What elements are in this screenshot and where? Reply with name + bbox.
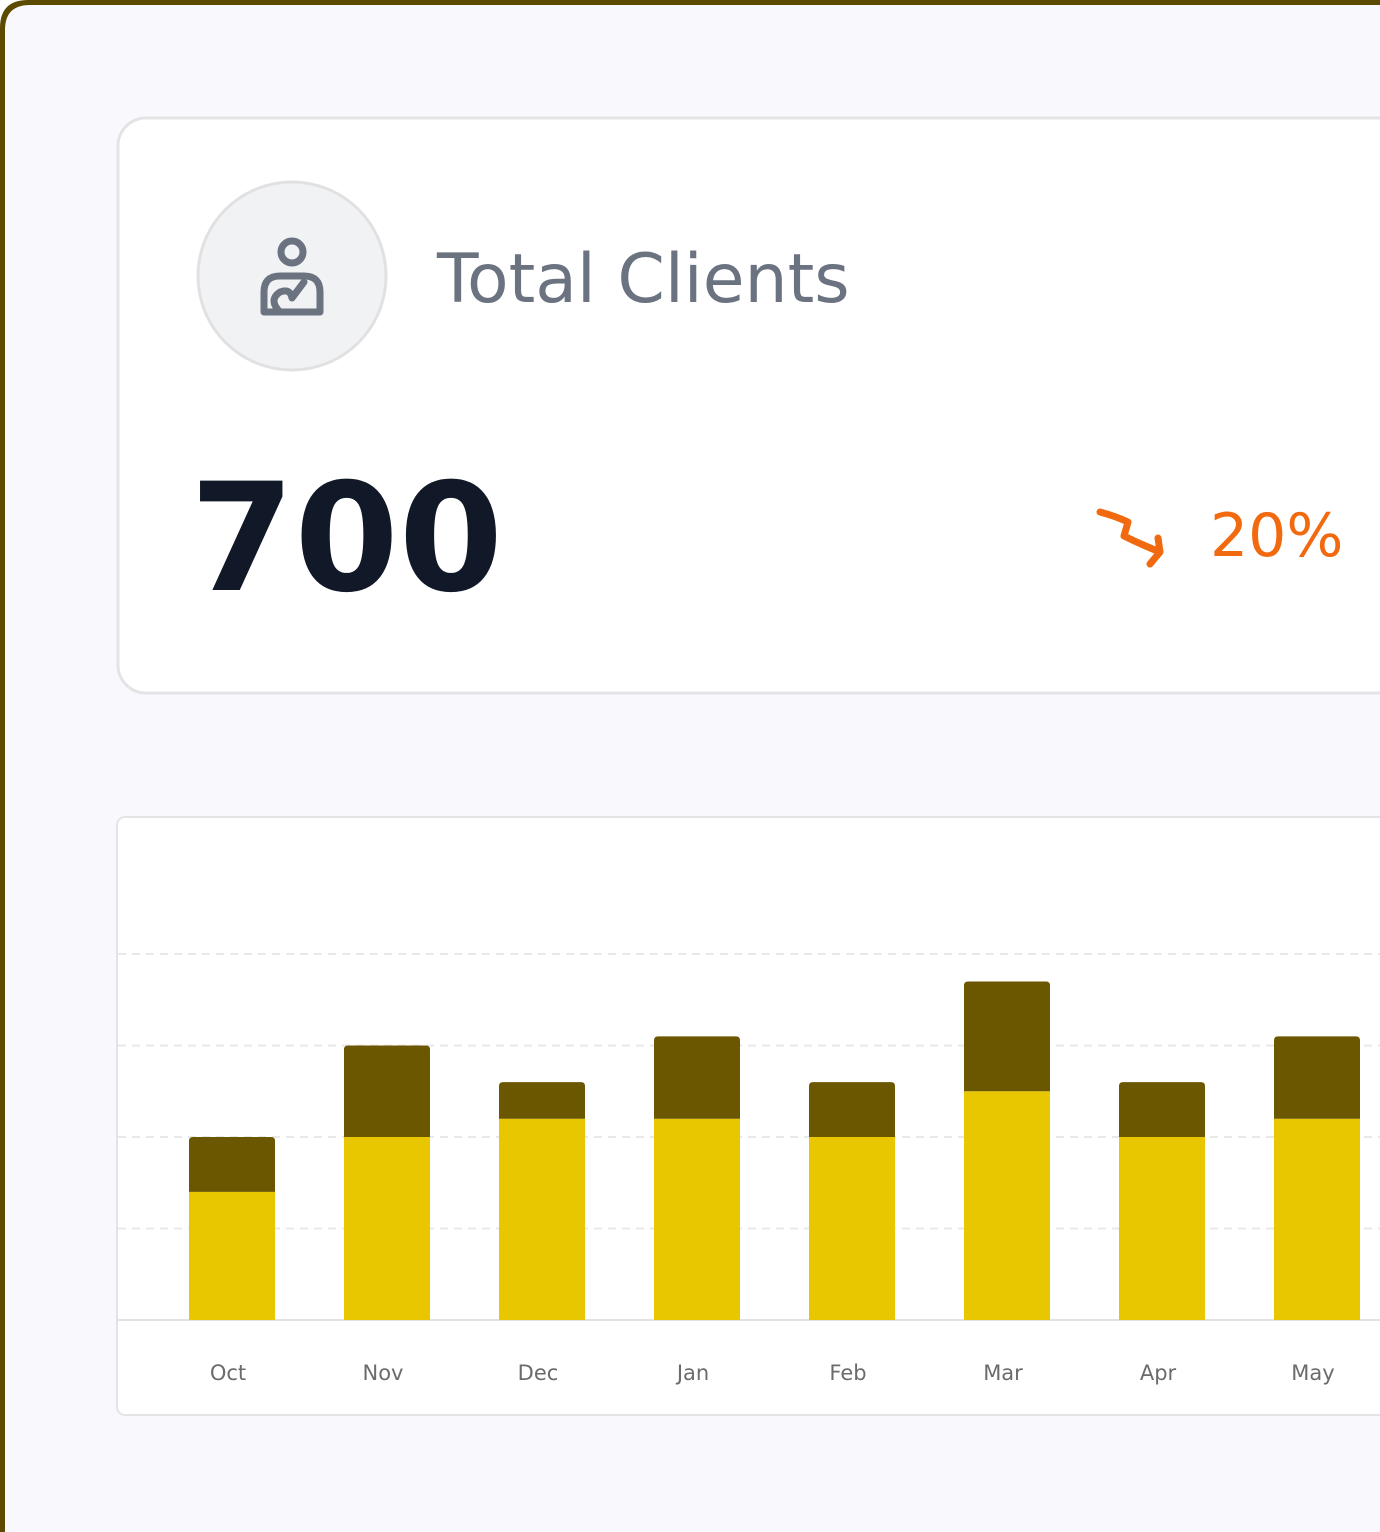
bar-segment <box>1274 1036 1360 1119</box>
bar-segment <box>654 1118 740 1320</box>
trend-arrow <box>1096 508 1164 568</box>
x-tick-label: May <box>1291 1361 1334 1385</box>
bar-segment <box>499 1082 585 1119</box>
bar-segment <box>189 1137 275 1192</box>
card-value: 700 <box>190 452 503 626</box>
card-title: Total Clients <box>436 240 850 319</box>
x-tick-label: Feb <box>829 1361 866 1385</box>
x-tick-label: Nov <box>363 1361 404 1385</box>
bar-segment <box>964 1091 1050 1320</box>
bar-segment <box>499 1118 585 1320</box>
x-tick-label: Jan <box>675 1361 709 1385</box>
bar-segment <box>1274 1118 1360 1320</box>
bar-segment <box>809 1137 895 1320</box>
bar-segment <box>344 1045 430 1137</box>
bar-segment <box>1119 1137 1205 1320</box>
bar-segment <box>344 1137 430 1320</box>
summary-card <box>116 116 1380 695</box>
change-percent: 20% <box>1210 501 1343 571</box>
x-tick-label: Dec <box>518 1361 559 1385</box>
chart: Oct Nov Dec Jan Feb Mar Apr May <box>118 953 1380 1385</box>
bar-segment <box>189 1191 275 1320</box>
x-tick-label: Apr <box>1140 1361 1177 1385</box>
x-tick-label: Oct <box>210 1361 246 1385</box>
client-icon <box>260 237 324 316</box>
chart-card <box>116 816 1380 1416</box>
bar-segment <box>964 981 1050 1092</box>
bar-segment <box>1119 1082 1205 1137</box>
bar-segment <box>654 1036 740 1119</box>
bar-segment <box>809 1082 895 1137</box>
x-tick-label: Mar <box>983 1361 1023 1385</box>
